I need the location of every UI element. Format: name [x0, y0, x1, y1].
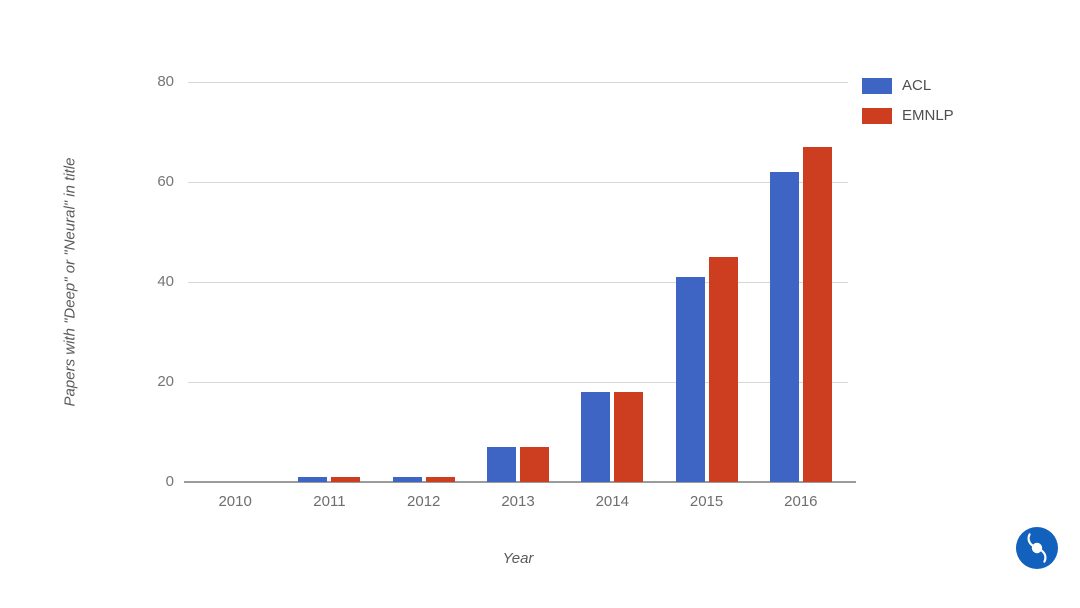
y-tick-label: 60 [157, 173, 174, 190]
gridline [188, 282, 848, 283]
x-tick-label: 2016 [784, 493, 818, 510]
legend-item-emnlp: EMNLP [862, 108, 954, 124]
bar-acl-2013 [487, 447, 516, 482]
bar-emnlp-2012 [426, 477, 455, 482]
y-tick-label: 80 [157, 73, 174, 90]
x-tick-label: 2015 [689, 493, 724, 510]
x-axis-title: Year [502, 550, 534, 567]
bar-acl-2011 [298, 477, 327, 482]
bar-acl-2015 [676, 277, 705, 482]
plot-area [184, 82, 856, 483]
y-tick-label: 40 [157, 273, 174, 290]
y-tick-label: 0 [165, 473, 174, 490]
bar-emnlp-2013 [520, 447, 549, 482]
legend-swatch-acl [862, 78, 892, 94]
y-axis-title: Papers with "Deep" or "Neural" in title [61, 157, 79, 407]
x-tick-label: 2013 [501, 493, 535, 510]
blue-swirl-logo [1014, 525, 1060, 571]
bar-emnlp-2011 [331, 477, 360, 482]
y-tick-label: 20 [157, 373, 174, 390]
x-axis-baseline [184, 481, 856, 483]
x-tick-label: 2010 [218, 493, 252, 510]
legend-label-acl: ACL [902, 77, 932, 94]
bar-emnlp-2016 [803, 147, 832, 482]
bar-emnlp-2014 [614, 392, 643, 482]
gridline [188, 82, 848, 83]
x-tick-label: 2012 [407, 493, 441, 510]
bar-acl-2014 [581, 392, 610, 482]
legend-item-acl: ACL [862, 78, 954, 94]
legend: ACL EMNLP [862, 78, 954, 138]
gridline [188, 382, 848, 383]
bar-acl-2016 [770, 172, 799, 482]
bar-emnlp-2015 [709, 257, 738, 482]
x-tick-label: 2011 [313, 493, 346, 510]
legend-label-emnlp: EMNLP [902, 107, 954, 124]
legend-swatch-emnlp [862, 108, 892, 124]
bar-acl-2012 [393, 477, 422, 482]
x-tick-label: 2014 [595, 493, 629, 510]
gridline [188, 182, 848, 183]
